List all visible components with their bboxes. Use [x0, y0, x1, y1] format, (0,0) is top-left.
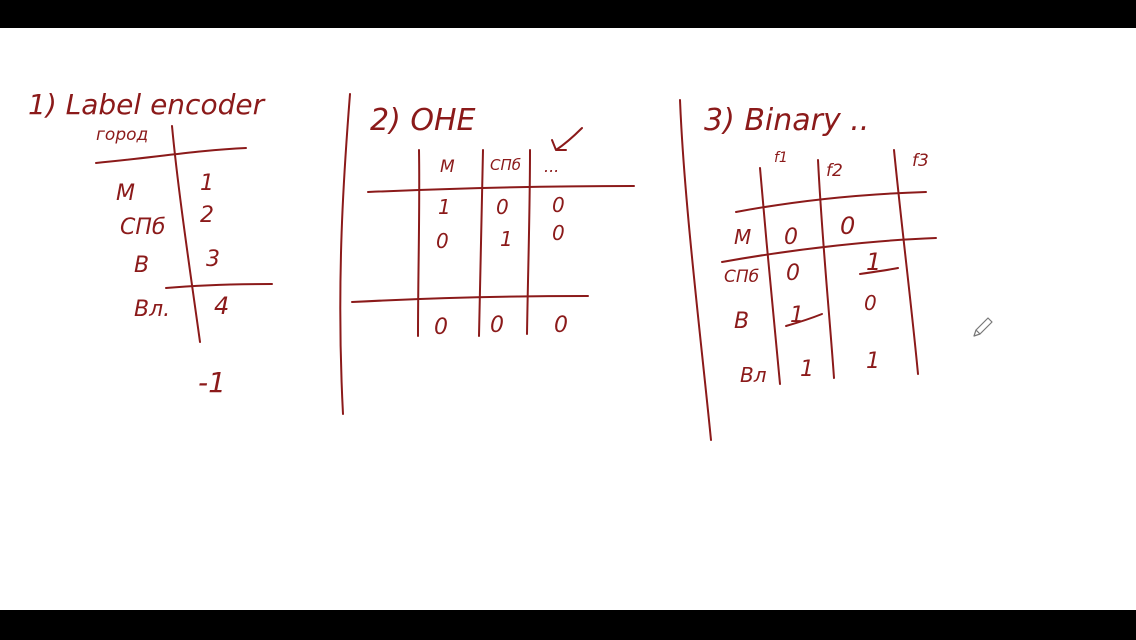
- section2-cell: 0: [436, 229, 449, 253]
- section3-cell: 0: [786, 261, 800, 286]
- section1-vertical-line: [171, 125, 201, 343]
- section-divider: [339, 93, 351, 415]
- section1-row-value: 3: [206, 247, 220, 272]
- section1-row-key: М: [116, 181, 135, 206]
- section1-row-value: 2: [200, 203, 214, 228]
- section-binary: 3) Binary .. f1 f2 f3 М 0 0 СПб 0 1 В 1 …: [704, 103, 937, 387]
- section1-unknown-value: -1: [198, 366, 226, 399]
- underline-stroke: [859, 267, 899, 275]
- section2-column-line: [526, 149, 531, 335]
- top-black-bar: [0, 0, 1136, 28]
- section3-header: f1: [774, 150, 788, 166]
- checkmark-arrow-icon: [551, 127, 583, 151]
- section2-header: М: [440, 157, 455, 177]
- section2-column-line: [478, 149, 484, 337]
- section2-cell: 1: [438, 195, 451, 219]
- section3-cell: 0: [840, 212, 855, 240]
- section1-row-key: В: [134, 253, 149, 278]
- section3-cell: 1: [800, 357, 814, 382]
- section3-row-key: М: [734, 225, 751, 249]
- section3-cell: 1: [866, 248, 881, 276]
- section3-column-line: [817, 159, 835, 379]
- section3-column-line: [759, 167, 781, 385]
- section2-column-line: [417, 149, 421, 337]
- section2-cell: 0: [490, 313, 504, 338]
- section2-cell: 0: [552, 193, 565, 217]
- section-divider: [679, 99, 712, 441]
- section3-cell: 0: [864, 291, 877, 315]
- section1-row-key: Вл.: [134, 297, 170, 322]
- section2-title: 2) OHE: [370, 103, 475, 138]
- section-ohe: 2) OHE М СПб ... 1 0 0 0 1 0 0 0 0: [351, 103, 635, 340]
- section2-header-line: [367, 185, 635, 193]
- section3-title: 3) Binary ..: [704, 103, 869, 138]
- section3-header: f3: [912, 151, 929, 171]
- section2-header: СПб: [490, 156, 521, 174]
- section1-row-key: СПб: [120, 215, 165, 240]
- section3-cell: 1: [866, 349, 880, 374]
- underline-stroke: [785, 313, 823, 327]
- pencil-icon: [973, 317, 993, 337]
- section1-column-header: город: [96, 125, 148, 145]
- section3-cell: 0: [784, 225, 798, 250]
- section3-column-line: [893, 149, 919, 375]
- section3-row-key: В: [734, 309, 749, 334]
- section2-cell: 0: [496, 195, 509, 219]
- section1-header-line: [95, 147, 247, 164]
- section1-row-value: 4: [214, 292, 229, 320]
- ink-layer: 1) Label encoder город М 1 СПб 2 В 3 Вл.…: [28, 88, 993, 441]
- section2-cell: 0: [434, 315, 448, 340]
- section2-cell: 0: [554, 313, 568, 338]
- section-label-encoder: 1) Label encoder город М 1 СПб 2 В 3 Вл.…: [28, 88, 273, 399]
- section1-separator-line: [165, 283, 273, 289]
- section1-title: 1) Label encoder: [28, 88, 266, 121]
- section2-header: ...: [544, 157, 559, 176]
- section3-row-key: Вл: [740, 363, 767, 387]
- whiteboard-canvas[interactable]: 1) Label encoder город М 1 СПб 2 В 3 Вл.…: [0, 28, 1136, 610]
- section2-cell: 1: [500, 227, 513, 251]
- section2-cell: 0: [552, 221, 565, 245]
- section2-separator-line: [351, 295, 589, 303]
- section3-row-key: СПб: [724, 267, 759, 287]
- section3-separator-line: [721, 237, 937, 263]
- bottom-black-bar: [0, 610, 1136, 640]
- section1-row-value: 1: [200, 171, 214, 196]
- section3-header: f2: [826, 161, 843, 181]
- section3-header-line: [735, 191, 927, 213]
